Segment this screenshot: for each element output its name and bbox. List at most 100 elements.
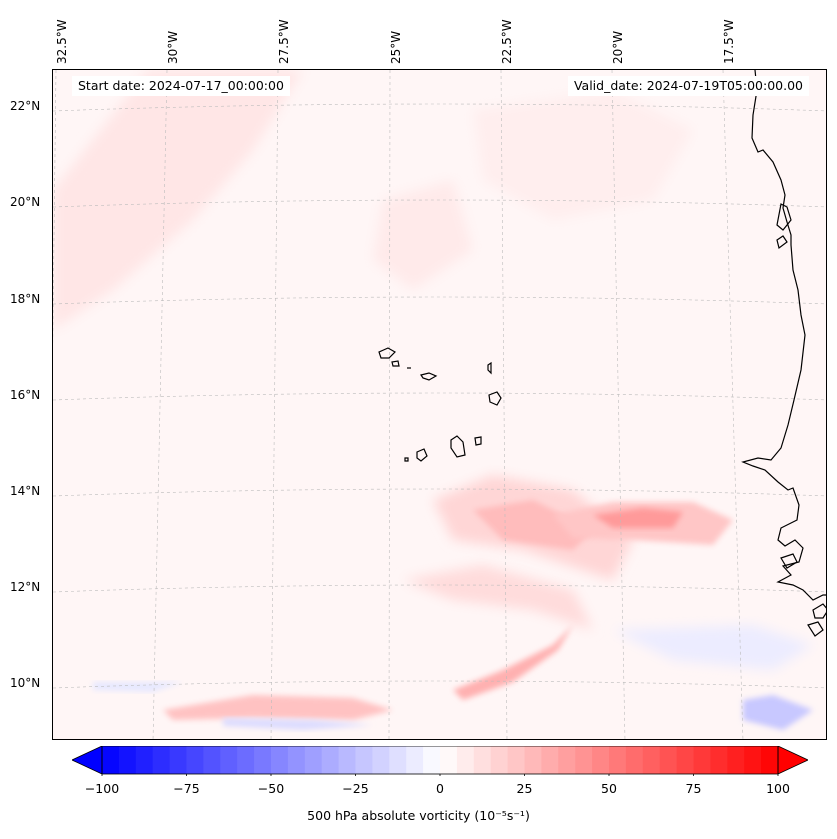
parallel-line bbox=[53, 103, 826, 112]
colorbar-cell bbox=[659, 746, 678, 774]
start-date-label: Start date: 2024-07-17_00:00:00 bbox=[72, 76, 290, 96]
meridian-line bbox=[500, 70, 508, 739]
colorbar-cell bbox=[372, 746, 390, 774]
meridian-line bbox=[722, 70, 744, 739]
valid-date-label: Valid_date: 2024-07-19T05:00:00.00 bbox=[567, 76, 809, 96]
colorbar-cell bbox=[406, 746, 424, 774]
colorbar-cell bbox=[524, 746, 542, 774]
parallel-line bbox=[53, 584, 826, 593]
colorbar-cell bbox=[592, 746, 610, 774]
colorbar-tick-label: −100 bbox=[84, 781, 120, 796]
coastline-islands-east bbox=[776, 203, 826, 637]
colorbar-cell bbox=[507, 746, 525, 774]
lon-label: 30°W bbox=[166, 30, 180, 64]
vorticity-streak-southeast bbox=[453, 625, 573, 700]
parallel-line bbox=[53, 680, 826, 689]
colorbar-tick-label: 100 bbox=[766, 781, 790, 796]
negative-vorticity-patch-east bbox=[613, 625, 813, 670]
colorbar-cell bbox=[423, 746, 441, 774]
colorbar-cell bbox=[271, 746, 289, 774]
colorbar bbox=[72, 746, 808, 776]
colorbar-cell bbox=[541, 746, 559, 774]
colorbar-cell bbox=[135, 746, 154, 774]
lat-label: 14°N bbox=[10, 484, 41, 498]
colorbar-cell bbox=[744, 746, 762, 774]
colorbar-cell bbox=[287, 746, 306, 774]
colorbar-cell bbox=[169, 746, 187, 774]
colorbar-tick-label: −50 bbox=[257, 781, 285, 796]
colorbar-arrow-min bbox=[72, 746, 103, 775]
colorbar-cell bbox=[727, 746, 745, 774]
colorbar-cell bbox=[625, 746, 644, 774]
lat-label: 22°N bbox=[10, 99, 41, 113]
lon-label: 25°W bbox=[389, 30, 403, 64]
cape-verde-islands bbox=[378, 347, 502, 462]
map-canvas bbox=[53, 70, 826, 739]
vorticity-core-east bbox=[593, 508, 683, 528]
vorticity-map[interactable] bbox=[52, 69, 827, 740]
colorbar-cell bbox=[575, 746, 593, 774]
colorbar-tick-label: 75 bbox=[685, 781, 702, 796]
colorbar-tick-label: −75 bbox=[173, 781, 200, 796]
colorbar-tick-label: 0 bbox=[436, 781, 444, 796]
meridian-line bbox=[270, 70, 279, 739]
colorbar-cell bbox=[693, 746, 711, 774]
parallel-line bbox=[53, 199, 826, 208]
colorbar-cell bbox=[186, 746, 204, 774]
colorbar-tick-label: 50 bbox=[601, 781, 617, 796]
colorbar-tick-marks bbox=[101, 774, 779, 776]
colorbar-cell bbox=[304, 746, 323, 774]
lat-label: 16°N bbox=[10, 388, 41, 402]
colorbar-cell bbox=[102, 746, 120, 774]
parallel-line bbox=[53, 296, 826, 305]
parallel-line bbox=[53, 488, 826, 497]
parallel-line bbox=[53, 392, 826, 401]
lon-label: 32.5°W bbox=[55, 19, 69, 64]
colorbar-cells bbox=[102, 746, 779, 774]
vorticity-swath-south bbox=[403, 565, 593, 630]
colorbar-cell bbox=[237, 746, 255, 774]
lon-label: 20°W bbox=[611, 30, 625, 64]
colorbar-cell bbox=[389, 746, 407, 774]
vorticity-patch-north bbox=[473, 90, 693, 220]
colorbar-cell bbox=[558, 746, 576, 774]
negative-vorticity-core-southeast bbox=[743, 695, 813, 730]
vorticity-band-northwest bbox=[53, 70, 303, 330]
colorbar-cell bbox=[355, 746, 373, 774]
colorbar-cell bbox=[761, 746, 779, 774]
colorbar-cell bbox=[609, 746, 627, 774]
colorbar-cell bbox=[338, 746, 356, 774]
colorbar-cell bbox=[676, 746, 694, 774]
colorbar-cell bbox=[321, 746, 340, 774]
lat-label: 12°N bbox=[10, 580, 41, 594]
colorbar-tick-label: −25 bbox=[342, 781, 369, 796]
colorbar-cell bbox=[254, 746, 272, 774]
colorbar-cell bbox=[118, 746, 137, 774]
meridian-line bbox=[152, 70, 168, 739]
colorbar-tick-label: 25 bbox=[516, 781, 533, 796]
colorbar-cell bbox=[473, 746, 492, 774]
colorbar-cell bbox=[710, 746, 728, 774]
colorbar-cell bbox=[203, 746, 221, 774]
lon-label: 17.5°W bbox=[722, 19, 736, 64]
colorbar-cell bbox=[642, 746, 661, 774]
vorticity-patch-central-north bbox=[373, 180, 473, 290]
vorticity-streak-south bbox=[163, 695, 393, 720]
lon-label: 22.5°W bbox=[500, 19, 514, 64]
colorbar-cell bbox=[456, 746, 475, 774]
meridian-line bbox=[388, 70, 391, 739]
graticule bbox=[53, 70, 826, 739]
west-africa-coastline bbox=[741, 70, 826, 601]
lat-label: 20°N bbox=[10, 195, 41, 209]
negative-vorticity-streak-west bbox=[93, 682, 183, 692]
negative-vorticity-streak-south bbox=[223, 718, 373, 730]
lat-label: 18°N bbox=[10, 292, 41, 306]
meridian-line bbox=[611, 70, 626, 739]
colorbar-cell bbox=[440, 746, 458, 774]
lat-label: 10°N bbox=[10, 676, 41, 690]
vorticity-core-central bbox=[473, 500, 593, 550]
colorbar-arrow-max bbox=[777, 746, 808, 775]
lon-label: 27.5°W bbox=[277, 19, 291, 64]
colorbar-cell bbox=[490, 746, 509, 774]
colorbar-label: 500 hPa absolute vorticity (10⁻⁵s⁻¹) bbox=[307, 808, 530, 823]
